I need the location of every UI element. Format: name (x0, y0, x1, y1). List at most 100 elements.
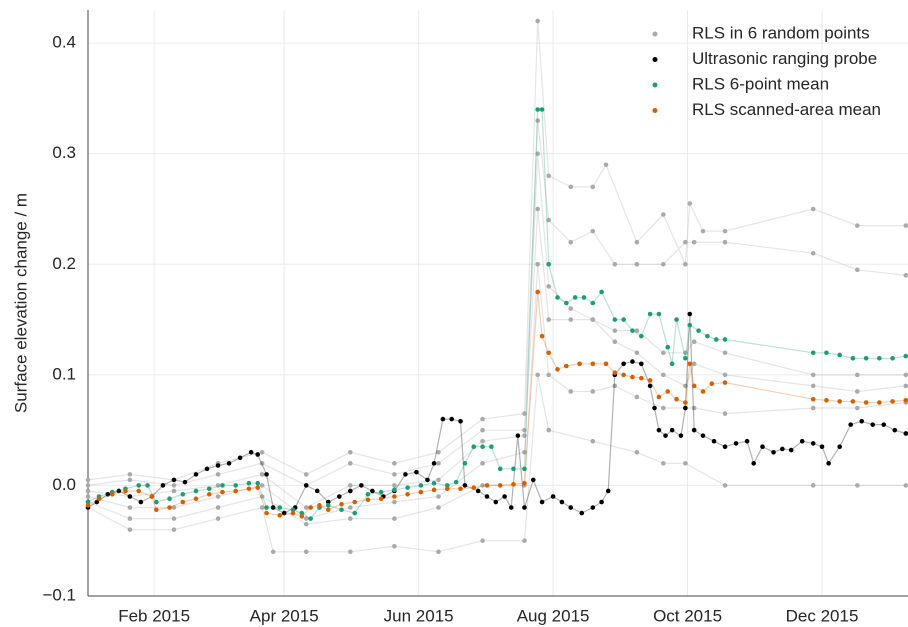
data-point (127, 505, 133, 510)
legend-marker (652, 108, 658, 113)
data-point (590, 184, 596, 190)
series (85, 289, 908, 519)
data-point (246, 480, 252, 486)
data-point (299, 514, 305, 519)
data-point (193, 496, 199, 502)
data-point (903, 353, 908, 359)
data-point (568, 389, 574, 394)
data-point (621, 372, 626, 378)
data-point (683, 405, 688, 411)
data-point (612, 262, 618, 267)
data-point (810, 383, 816, 389)
data-point (603, 162, 609, 168)
data-point (123, 488, 128, 494)
data-point (96, 496, 102, 502)
data-point (453, 479, 459, 485)
data-point (564, 363, 569, 369)
data-point (475, 488, 481, 494)
data-point (180, 499, 186, 505)
series (85, 107, 908, 521)
data-point (687, 311, 693, 317)
data-point (590, 300, 596, 306)
data-point (290, 507, 296, 513)
data-point (555, 295, 560, 300)
data-point (663, 433, 668, 438)
data-point (493, 499, 499, 505)
legend: RLS in 6 random points Ultrasonic ranging… (652, 23, 881, 119)
data-point (634, 394, 640, 400)
data-point (171, 505, 177, 510)
data-point (683, 383, 688, 389)
data-point (85, 488, 91, 494)
data-point (810, 441, 816, 446)
data-point (480, 538, 485, 544)
data-point (722, 411, 728, 416)
data-point (810, 405, 816, 411)
data-point (277, 505, 283, 510)
data-point (436, 505, 441, 510)
data-point (612, 383, 618, 389)
data-point (303, 505, 309, 510)
data-point (638, 361, 644, 367)
data-point (603, 361, 609, 367)
data-point (167, 496, 172, 502)
data-point (522, 427, 527, 433)
data-point (687, 201, 693, 206)
data-point (634, 328, 640, 333)
data-point (810, 206, 816, 212)
data-point (497, 466, 503, 472)
data-point (665, 389, 671, 394)
data-point (215, 483, 221, 488)
data-point (810, 350, 816, 356)
data-point (877, 355, 882, 361)
data-point (154, 507, 159, 513)
series-line (87, 108, 906, 520)
data-point (559, 499, 565, 505)
data-point (647, 311, 653, 317)
data-point (167, 505, 172, 510)
data-point (348, 516, 353, 521)
data-point (511, 482, 516, 487)
series-line (87, 291, 906, 518)
data-point (656, 311, 662, 317)
data-point (392, 487, 397, 493)
series-line (87, 314, 906, 514)
data-point (436, 477, 441, 483)
data-point (546, 350, 551, 356)
data-point (127, 494, 133, 499)
data-point (270, 505, 276, 510)
data-point (771, 449, 776, 455)
data-point (630, 328, 635, 333)
data-point (204, 466, 210, 472)
data-point (171, 483, 177, 488)
x-tick-label: Apr 2015 (250, 606, 319, 625)
data-point (127, 527, 133, 532)
data-point (568, 239, 574, 245)
data-point (683, 262, 688, 267)
data-point (530, 477, 536, 483)
data-point (722, 228, 728, 234)
data-point (890, 355, 895, 361)
data-point (418, 483, 424, 488)
data-point (722, 337, 728, 342)
data-point (837, 444, 842, 450)
data-point (683, 239, 688, 245)
data-point (599, 289, 604, 295)
data-point (149, 494, 155, 499)
data-point (855, 223, 860, 228)
data-point (259, 505, 265, 510)
data-point (683, 355, 688, 361)
y-tick-label: 0.3 (52, 143, 76, 162)
data-point (281, 510, 287, 516)
data-point (215, 516, 221, 521)
data-point (535, 206, 540, 212)
data-point (647, 383, 653, 389)
data-point (471, 444, 477, 450)
data-point (665, 344, 671, 350)
data-point (661, 262, 666, 267)
data-point (206, 491, 212, 497)
data-point (546, 173, 551, 179)
data-point (705, 333, 710, 339)
data-point (877, 400, 882, 405)
data-point (568, 306, 574, 311)
